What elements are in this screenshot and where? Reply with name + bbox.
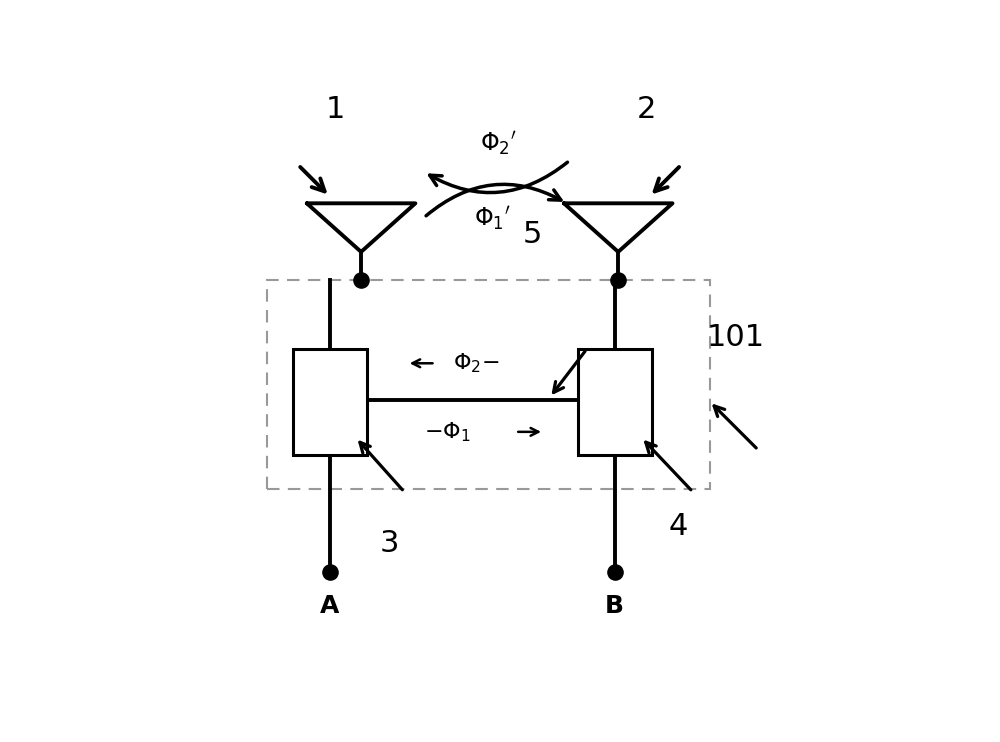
Text: 3: 3 xyxy=(380,529,399,558)
Text: 2: 2 xyxy=(637,94,656,123)
Text: 5: 5 xyxy=(523,220,542,249)
Bar xyxy=(267,280,710,489)
Text: 1: 1 xyxy=(326,94,345,123)
Text: 4: 4 xyxy=(669,512,688,541)
Text: A: A xyxy=(320,594,339,618)
Text: $-\mathit{\Phi}_1$: $-\mathit{\Phi}_1$ xyxy=(424,420,471,444)
Text: $\mathit{\Phi}_2$$'$: $\mathit{\Phi}_2$$'$ xyxy=(480,129,517,157)
Bar xyxy=(293,349,367,455)
Point xyxy=(322,566,338,578)
Text: 101: 101 xyxy=(706,323,764,352)
Bar xyxy=(578,349,652,455)
Text: $\mathit{\Phi}_1$$'$: $\mathit{\Phi}_1$$'$ xyxy=(474,203,511,232)
Point xyxy=(610,275,626,286)
Point xyxy=(607,566,623,578)
Text: B: B xyxy=(605,594,624,618)
Text: $\mathit{\Phi}_2$$-$: $\mathit{\Phi}_2$$-$ xyxy=(453,352,499,375)
Point xyxy=(353,275,369,286)
